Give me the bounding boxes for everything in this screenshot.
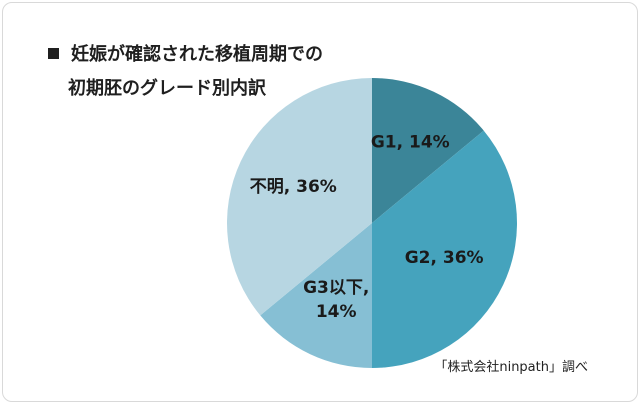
pie-slice-0 bbox=[372, 78, 484, 223]
chart-title-line-1: 妊娠が確認された移植周期での bbox=[48, 38, 323, 72]
source-note: 「株式会社ninpath」調べ bbox=[434, 360, 588, 375]
pie-slice-3 bbox=[227, 77, 372, 316]
pie-slice-1 bbox=[372, 130, 517, 368]
chart-title: 妊娠が確認された移植周期での 初期胚のグレード別内訳 bbox=[48, 38, 323, 106]
pie-slice-label-2-0: G3以下, bbox=[303, 278, 369, 298]
pie-slice-label-2-1: 14% bbox=[316, 302, 357, 322]
chart-title-line-2: 初期胚のグレード別内訳 bbox=[68, 78, 266, 99]
square-bullet-icon bbox=[48, 48, 59, 59]
pie-slice-label-0-0: G1, 14% bbox=[371, 133, 450, 153]
pie-labels: G1, 14% G2, 36% G3以下, 14% 不明, 36% bbox=[250, 133, 484, 322]
pie-slices bbox=[227, 77, 517, 368]
pie-slice-2 bbox=[260, 223, 372, 368]
chart-title-text-1: 妊娠が確認された移植周期での bbox=[71, 44, 323, 65]
pie-slice-label-1-0: G2, 36% bbox=[405, 248, 484, 268]
pie-slice-label-3-0: 不明, 36% bbox=[250, 177, 337, 197]
